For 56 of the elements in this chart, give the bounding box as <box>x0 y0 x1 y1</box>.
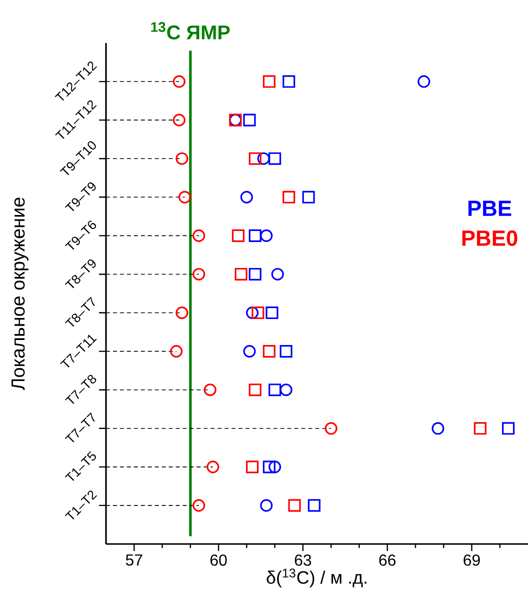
point <box>282 190 296 204</box>
point <box>260 499 273 512</box>
point <box>268 384 282 396</box>
ref-line-label: $^{13}$C ЯМР <box>151 22 230 40</box>
point <box>246 306 259 320</box>
point <box>418 75 430 88</box>
point <box>262 460 276 474</box>
point <box>170 345 183 358</box>
point <box>282 75 296 88</box>
point <box>268 152 282 165</box>
point <box>260 229 273 242</box>
point <box>234 268 248 281</box>
point <box>176 306 188 320</box>
point <box>474 422 486 435</box>
point <box>248 384 262 396</box>
point <box>248 152 262 165</box>
point <box>280 345 292 358</box>
point <box>192 229 206 242</box>
point <box>262 345 276 358</box>
x-tick-label: 63 <box>294 554 312 566</box>
point <box>204 384 216 396</box>
point <box>178 190 192 204</box>
x-tick-label: 57 <box>126 554 142 566</box>
point <box>288 499 301 512</box>
point <box>192 268 206 281</box>
x-tick-label: 66 <box>379 554 396 566</box>
point <box>206 460 220 474</box>
point <box>432 422 444 435</box>
point <box>262 75 276 88</box>
point <box>502 422 515 435</box>
point <box>324 422 338 435</box>
point <box>252 306 264 320</box>
x-tick-label: 60 <box>210 554 227 566</box>
text: PBE <box>468 200 512 216</box>
point <box>271 268 284 281</box>
point <box>257 152 270 165</box>
point <box>248 268 262 281</box>
point <box>176 152 188 165</box>
point <box>240 190 253 204</box>
x-axis-title: δ($^{13}$C) / м .д. <box>266 568 366 588</box>
point <box>248 229 262 242</box>
point <box>232 229 245 242</box>
point <box>172 114 186 126</box>
point <box>243 114 256 126</box>
point <box>308 499 320 512</box>
x-tick-label: 69 <box>464 554 480 566</box>
text: PBE0 <box>462 230 518 246</box>
point <box>268 460 282 474</box>
y-axis-title: Локальное окружение <box>12 198 28 390</box>
point <box>266 306 278 320</box>
point <box>302 190 315 204</box>
point <box>246 460 259 474</box>
point <box>192 499 206 512</box>
point <box>243 345 256 358</box>
point <box>280 384 292 396</box>
point <box>172 75 186 88</box>
